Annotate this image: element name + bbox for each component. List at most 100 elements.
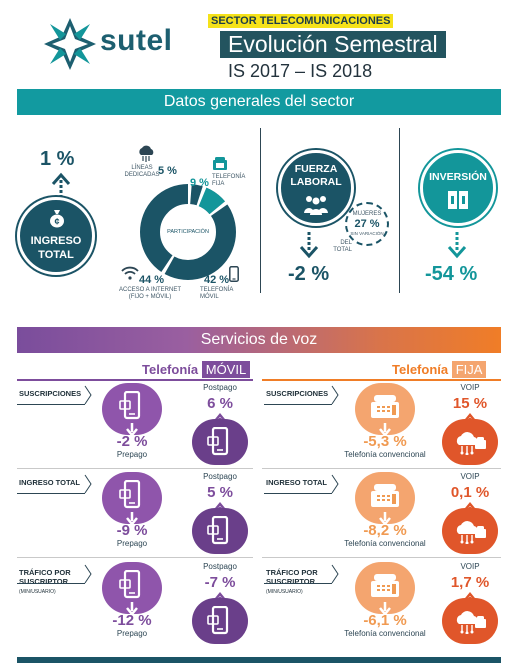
row-label-underline — [17, 583, 85, 584]
chevron-right-icon — [84, 474, 92, 494]
down-arrow-icon — [447, 232, 467, 259]
prepago-value: -12 % — [112, 612, 152, 629]
convencional-label: Telefonía convencional — [344, 450, 426, 459]
ingreso-circle: ¢ INGRESO TOTAL — [17, 197, 95, 275]
fija-rule — [262, 379, 501, 381]
fuerza-label: FUERZA LABORAL — [290, 163, 342, 188]
row-label-movil: INGRESO TOTAL — [19, 478, 91, 487]
row-separator — [17, 557, 253, 558]
mobile-phone-icon — [229, 266, 239, 282]
sutel-logo-icon — [44, 18, 96, 70]
postpago-circle — [192, 508, 248, 554]
movil-rule — [17, 379, 253, 381]
lineas-label: LÍNEAS DEDICADAS — [124, 165, 160, 178]
section-bar-general: Datos generales del sector — [17, 89, 501, 115]
row-label-sub: (MIN/USUARIO) — [266, 589, 303, 595]
down-arrow-icon — [378, 602, 392, 621]
row-label-underline — [264, 583, 332, 584]
inversion-value: -54 % — [425, 263, 478, 285]
svg-text:¢: ¢ — [54, 217, 59, 227]
row-label-underline — [17, 404, 85, 405]
movil-label: TELEFONÍA MÓVIL — [200, 287, 234, 300]
down-arrow-icon — [299, 232, 319, 259]
page-title: Evolución Semestral — [220, 31, 446, 58]
row-label-sub: (MIN/USUARIO) — [19, 589, 56, 595]
desk-phone-icon — [369, 482, 401, 513]
row-label-underline — [264, 404, 332, 405]
participacion-center: PARTICIPACIÓN — [167, 229, 209, 235]
row-label-fija: SUSCRIPCIONES — [266, 389, 338, 398]
down-arrow-icon — [125, 602, 139, 621]
prepago-label: Prepago — [116, 450, 148, 459]
internet-value: 44 % — [139, 274, 165, 286]
inversion-circle: INVERSIÓN — [420, 150, 496, 226]
section-bar-voz: Servicios de voz — [17, 327, 501, 353]
row-separator — [17, 468, 253, 469]
movil-value: 42 % — [204, 274, 230, 286]
prepago-circle — [102, 383, 162, 435]
del-total-label: DEL TOTAL — [333, 240, 352, 253]
divider — [260, 128, 261, 293]
fija-tag: FIJA — [451, 361, 487, 378]
row-label-text: TRÁFICO POR SUSCRIPTOR — [266, 568, 318, 586]
phone-fixed-icon — [213, 157, 227, 170]
down-arrow-icon — [125, 512, 139, 531]
footer-bar — [17, 657, 501, 663]
convencional-value: -5,3 % — [363, 433, 407, 450]
voip-circle — [442, 508, 498, 554]
mujeres-value: 27 % — [354, 218, 380, 230]
chevron-right-icon — [84, 564, 92, 584]
voip-label: VOIP — [460, 472, 480, 481]
fija-value: 9 % — [190, 177, 209, 189]
row-label-text: SUSCRIPCIONES — [266, 389, 329, 398]
people-icon — [304, 196, 328, 215]
down-arrow-icon — [378, 423, 392, 442]
row-label-movil: SUSCRIPCIONES — [19, 389, 91, 398]
postpago-label: Postpago — [203, 562, 237, 571]
wifi-icon — [121, 266, 139, 280]
postpago-value: -7 % — [204, 574, 236, 591]
voip-value: 1,7 % — [450, 574, 490, 591]
row-separator — [262, 557, 501, 558]
mobile-phone-icon — [207, 605, 233, 641]
row-label-text: INGRESO TOTAL — [19, 478, 80, 487]
chevron-right-icon — [84, 385, 92, 405]
up-arrow-icon — [51, 172, 71, 198]
desk-phone-icon — [369, 393, 401, 424]
voip-circle — [442, 419, 498, 465]
voip-value: 15 % — [452, 395, 488, 412]
divider — [399, 128, 400, 293]
ingreso-value: 1 % — [40, 148, 75, 170]
postpago-circle — [192, 598, 248, 644]
row-label-text: INGRESO TOTAL — [266, 478, 327, 487]
fuerza-circle: FUERZA LABORAL — [278, 150, 354, 226]
mobile-phone-icon — [207, 426, 233, 462]
header: sutel SECTOR TELECOMUNICACIONES Evolució… — [0, 0, 518, 88]
prepago-label: Prepago — [116, 629, 148, 638]
mujeres-label: MUJERES — [352, 211, 382, 217]
voip-circle — [442, 598, 498, 644]
sector-label: SECTOR TELECOMUNICACIONES — [208, 14, 394, 28]
convencional-label: Telefonía convencional — [344, 629, 426, 638]
down-arrow-icon — [378, 512, 392, 531]
fija-label: TELEFONÍA FIJA — [212, 174, 246, 187]
mujeres-circle: MUJERES 27 % SIN VARIACIÓN — [345, 202, 389, 246]
convencional-value: -6,1 % — [363, 612, 407, 629]
fija-heading: Telefonía FIJA — [392, 361, 487, 378]
prepago-value: -2 % — [116, 433, 148, 450]
row-label-fija: TRÁFICO POR SUSCRIPTOR (MIN/USUARIO) — [266, 568, 338, 597]
fuerza-value: -2 % — [288, 263, 330, 285]
chevron-right-icon — [331, 474, 339, 494]
mobile-phone-icon — [119, 569, 145, 605]
chevron-right-icon — [331, 385, 339, 405]
mobile-phone-icon — [207, 515, 233, 551]
lineas-value: 5 % — [158, 165, 177, 177]
money-bag-icon: ¢ — [50, 210, 64, 228]
logo-text: sutel — [100, 24, 173, 57]
internet-label: ACCESO A INTERNET (FIJO + MÓVIL) — [118, 287, 181, 300]
voip-label: VOIP — [460, 562, 480, 571]
movil-tag: MÓVIL — [201, 361, 251, 378]
row-label-movil: TRÁFICO POR SUSCRIPTOR (MIN/USUARIO) — [19, 568, 91, 597]
prepago-value: -9 % — [116, 522, 148, 539]
row-label-text: SUSCRIPCIONES — [19, 389, 82, 398]
